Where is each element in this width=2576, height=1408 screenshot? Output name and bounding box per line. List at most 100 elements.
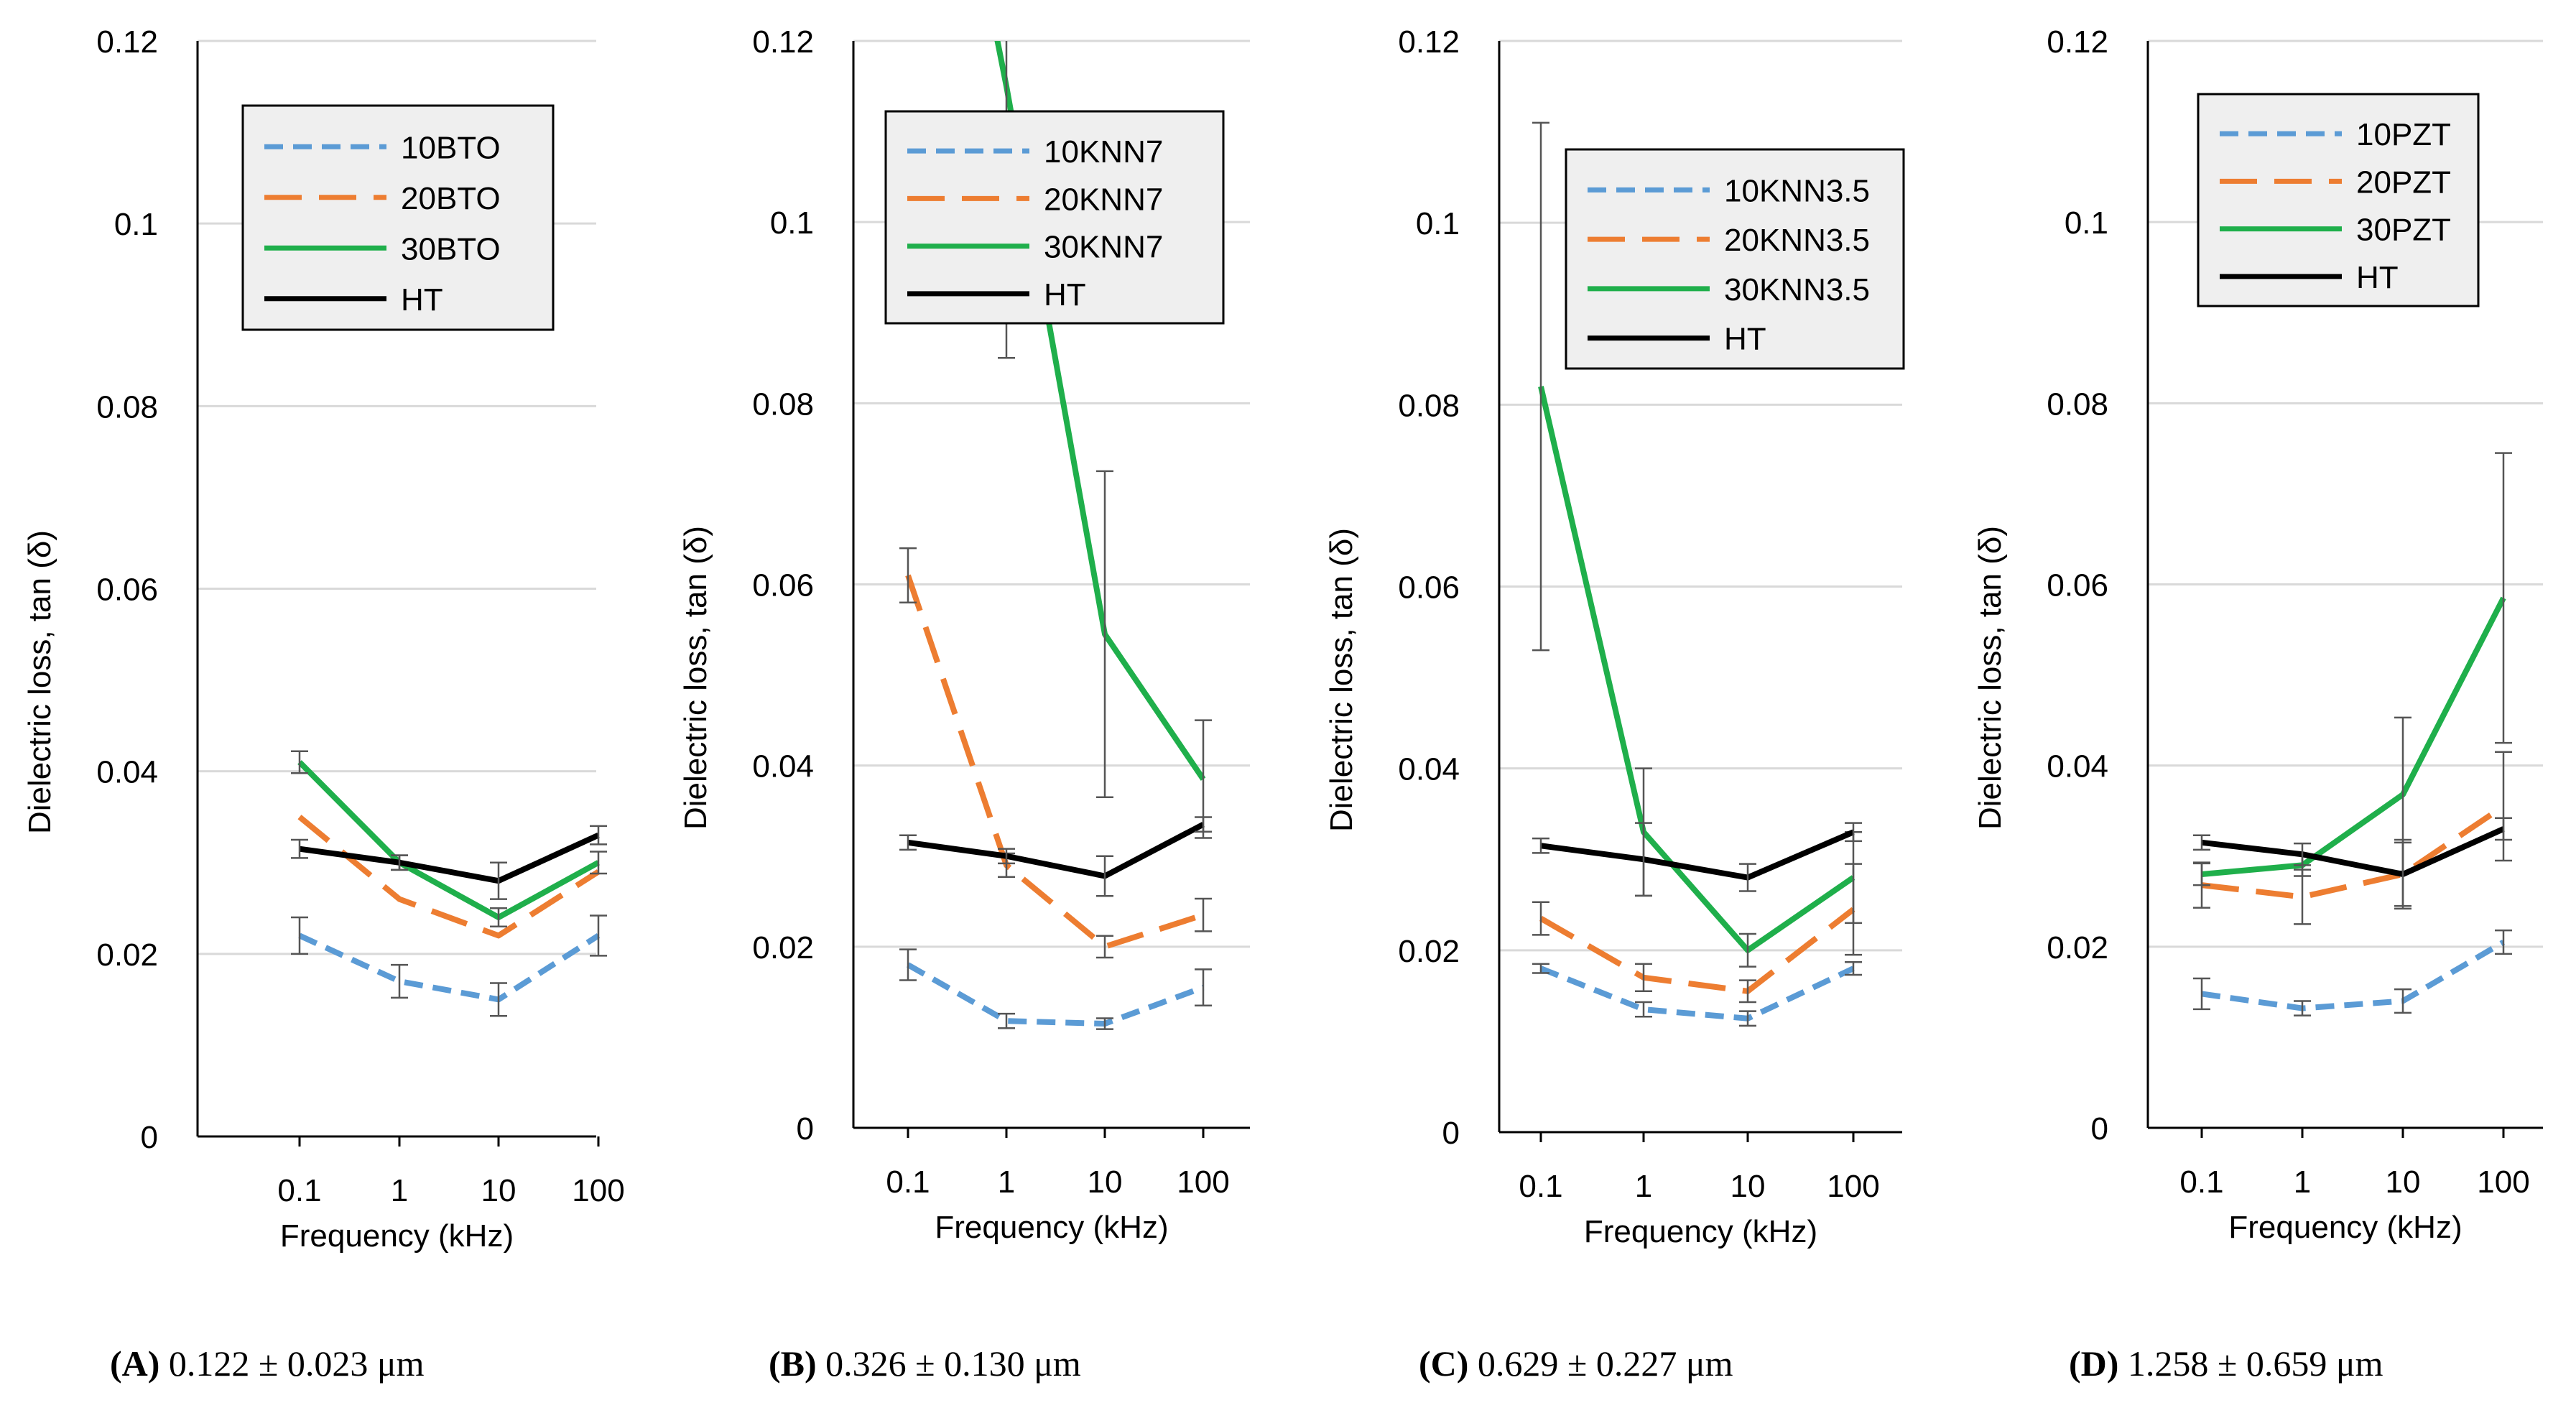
legend: 10KNN7 20KNN7 30KNN7 HT: [884, 110, 1225, 325]
x-tick-label: 100: [1827, 1169, 1879, 1204]
legend-label: 10KNN3.5: [1724, 173, 1870, 208]
x-tick-label: 0.1: [277, 1173, 321, 1208]
y-tick-label: 0.04: [2047, 749, 2108, 784]
series-line-20knn7: [905, 574, 1205, 950]
y-tick-label: 0.02: [96, 937, 158, 973]
series-line-30bto: [297, 760, 600, 920]
y-tick-label: 0.06: [96, 573, 158, 608]
legend: 10KNN3.5 20KNN3.5 30KNN3.5 HT: [1565, 148, 1905, 370]
y-tick-label: 0.12: [1398, 24, 1460, 60]
caption-c: (C) 0.629 ± 0.227 μm: [1419, 1343, 1733, 1384]
x-axis-label: Frequency (kHz): [1584, 1214, 1817, 1249]
x-tick-label: 0.1: [886, 1164, 930, 1200]
legend-label: HT: [401, 282, 443, 318]
x-tick-label: 0.1: [1519, 1169, 1562, 1204]
x-axis-label: Frequency (kHz): [2228, 1210, 2462, 1245]
legend: 10PZT 20PZT 30PZT HT: [2197, 93, 2480, 307]
legend-label: 30KNN7: [1044, 230, 1163, 265]
series-line-10knn3.5: [1539, 965, 1855, 1022]
legend-label: 10KNN7: [1044, 134, 1163, 170]
plot-area: [291, 750, 607, 1017]
legend-label: HT: [1044, 277, 1086, 312]
y-tick-label: 0.02: [2047, 930, 2108, 965]
series-line-30pzt: [2201, 596, 2506, 877]
y-tick-label: 0: [2091, 1111, 2108, 1147]
y-tick-label: 0.1: [2065, 205, 2108, 241]
caption-a: (A) 0.122 ± 0.023 μm: [110, 1343, 425, 1384]
y-tick-label: 0.1: [770, 205, 814, 241]
y-tick-label: 0.02: [1398, 934, 1460, 969]
y-axis-label: Dielectric loss, tan (δ): [678, 526, 713, 830]
series-line-20knn3.5: [1539, 907, 1855, 994]
chart-panel-a: 0 0.02 0.04 0.06 0.08 0.1 0.12 0.1 1 10 100 Frequen…: [22, 24, 625, 1254]
y-tick-label: 0.04: [96, 755, 158, 790]
y-tick-label: 0.08: [752, 386, 814, 422]
x-tick-label: 100: [572, 1173, 624, 1208]
series-line-ht: [299, 832, 600, 884]
y-tick-label: 0.12: [752, 24, 814, 60]
x-tick-label: 0.1: [2179, 1164, 2223, 1200]
y-axis-label: Dielectric loss, tan (δ): [22, 530, 57, 834]
y-tick-label: 0: [1442, 1116, 1460, 1151]
x-tick-label: 10: [1088, 1164, 1123, 1200]
legend-label: 20BTO: [401, 181, 501, 216]
y-tick-label: 0: [141, 1120, 158, 1155]
x-tick-label: 10: [481, 1173, 516, 1208]
series-line-ht: [2201, 826, 2505, 877]
legend-label: 20KNN3.5: [1724, 223, 1870, 258]
series-line-10knn7: [907, 962, 1205, 1027]
legend-box: [884, 110, 1225, 325]
caption-b: (B) 0.326 ± 0.130 μm: [769, 1343, 1081, 1384]
y-tick-label: 0.04: [752, 749, 814, 784]
legend-label: 30BTO: [401, 231, 501, 267]
x-tick-label: 10: [1731, 1169, 1766, 1204]
x-axis-label: Frequency (kHz): [280, 1218, 514, 1254]
chart-panel-c: 0 0.02 0.04 0.06 0.08 0.1 0.12 0.1 1 10 100 Frequen…: [1324, 24, 1905, 1249]
series-line-ht: [1540, 829, 1855, 881]
captions: (A) 0.122 ± 0.023 μm (B) 0.326 ± 0.130 μ…: [110, 1343, 2383, 1384]
series-line-10bto: [298, 932, 601, 1003]
legend-label: 30KNN3.5: [1724, 272, 1870, 307]
legend-label: 10PZT: [2356, 117, 2451, 152]
legend-label: HT: [2356, 260, 2399, 295]
y-axis-label: Dielectric loss, tan (δ): [1973, 526, 2008, 830]
legend-box: [241, 104, 555, 331]
x-tick-label: 1: [998, 1164, 1015, 1200]
plot-area: [2193, 452, 2512, 1016]
legend-label: HT: [1724, 322, 1766, 357]
y-tick-label: 0.1: [1416, 206, 1460, 241]
x-tick-label: 1: [1635, 1169, 1652, 1204]
legend-label: 10BTO: [401, 130, 501, 165]
legend-box: [2197, 93, 2480, 307]
y-tick-label: 0.06: [1398, 570, 1460, 606]
x-tick-label: 100: [1177, 1164, 1229, 1200]
y-tick-label: 0.1: [114, 207, 158, 242]
y-tick-label: 0.02: [752, 930, 814, 965]
legend-label: 20KNN7: [1044, 182, 1163, 217]
y-axis-label: Dielectric loss, tan (δ): [1324, 528, 1359, 832]
y-tick-label: 0.12: [96, 24, 158, 60]
legend: 10BTO 20BTO 30BTO HT: [241, 104, 555, 331]
x-tick-label: 100: [2477, 1164, 2529, 1200]
series-line-10pzt: [2201, 940, 2506, 1011]
series-line-30knn7: [994, 41, 1206, 781]
series-line-ht: [907, 822, 1205, 879]
plot-area: [1532, 121, 1862, 1027]
y-tick-label: 0.04: [1398, 752, 1460, 787]
legend-label: 20PZT: [2356, 165, 2451, 200]
series-line-20bto: [297, 815, 601, 939]
y-tick-label: 0.08: [1398, 388, 1460, 423]
chart-panel-b: 0 0.02 0.04 0.06 0.08 0.1 0.12 0.1 1 10 100 Frequen…: [678, 24, 1250, 1245]
y-tick-label: 0.06: [752, 568, 814, 603]
x-tick-label: 10: [2386, 1164, 2421, 1200]
chart-panel-d: 0 0.02 0.04 0.06 0.08 0.1 0.12 0.1 1 10 100 Frequen…: [1973, 24, 2543, 1245]
x-tick-label: 1: [391, 1173, 408, 1208]
y-tick-label: 0.08: [2047, 386, 2108, 422]
y-tick-label: 0.12: [2047, 24, 2108, 60]
x-tick-label: 1: [2294, 1164, 2311, 1200]
legend-label: 30PZT: [2356, 213, 2451, 248]
x-axis-label: Frequency (kHz): [935, 1210, 1168, 1245]
legend-box: [1565, 148, 1905, 370]
series-line-30knn3.5: [1538, 386, 1855, 953]
